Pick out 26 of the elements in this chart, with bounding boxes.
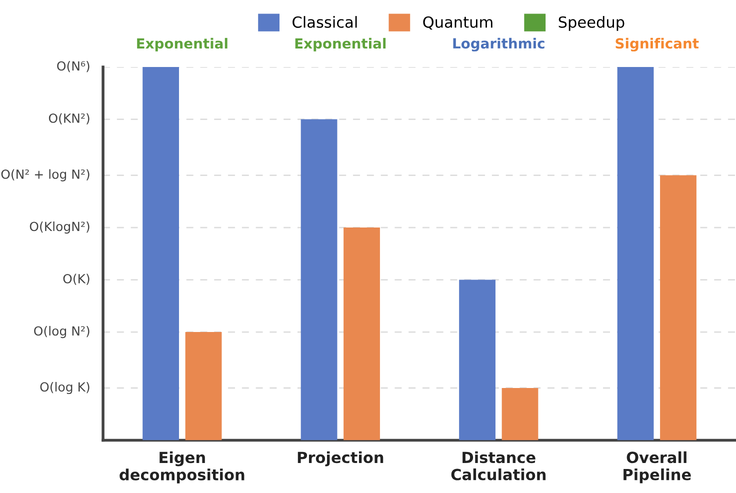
text: Exponential	[295, 38, 386, 52]
legend-label: Classical	[292, 16, 357, 28]
ref-line-label: O(N² + log N²)	[1, 169, 90, 182]
legend-label: Quantum	[423, 16, 492, 30]
x-tick-label: Overall Pipeline	[624, 451, 691, 484]
ref-line-label: O(KN²)	[48, 113, 90, 124]
bar	[185, 332, 222, 440]
x-tick-label: Projection	[298, 451, 384, 466]
ref-line-label: O(log K)	[40, 382, 90, 394]
text: Exponential	[137, 38, 228, 52]
bar	[459, 280, 496, 440]
text: Logarithmic	[453, 38, 544, 52]
bar	[660, 175, 696, 440]
x-tick-label: Distance Calculation	[451, 451, 546, 480]
ref-line-label: O(KlogN²)	[30, 221, 90, 234]
ref-line-label: O(log N²)	[34, 326, 90, 338]
bar	[344, 228, 380, 440]
ref-line-label: O(N⁶)	[57, 61, 90, 72]
bar	[142, 67, 179, 440]
bar	[300, 119, 338, 440]
text: Significant	[616, 38, 699, 52]
bar	[502, 388, 538, 440]
bar	[617, 67, 654, 440]
x-tick-label: Eigen decomposition	[120, 451, 244, 484]
ref-line-label: O(K)	[63, 274, 90, 285]
legend-label: Speedup	[558, 16, 624, 31]
